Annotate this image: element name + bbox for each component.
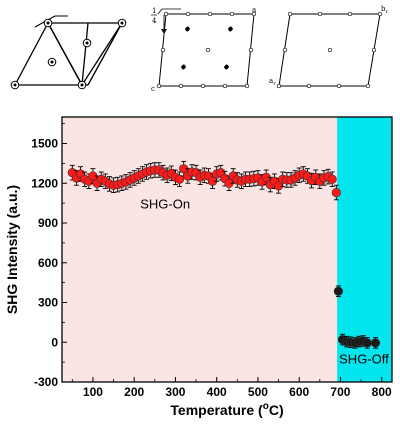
axis-label-a: a: [252, 6, 256, 14]
axis-label-c: c: [151, 85, 155, 93]
x-axis-ticks: 100 200 300 400 500 600 700 800: [71, 377, 392, 399]
x-tick-label: 200: [124, 385, 144, 399]
data-point: [331, 187, 341, 198]
annotation-shg-on: SHG-On: [140, 196, 190, 211]
data-point: [362, 338, 372, 348]
screw-axis-symbols: [181, 26, 233, 70]
y-axis-ticks: -300 0 300 600 900 1200 1500: [31, 123, 67, 389]
fraction-numerator: 1: [152, 7, 156, 15]
shg-intensity-chart: -300 0 300 600 900 1200 1500 100 200 300 400 500 60…: [4, 116, 393, 418]
region-shg-on: [62, 117, 338, 382]
x-axis-title: Temperature (oC): [170, 401, 283, 418]
plot-frame: [61, 116, 393, 383]
series-1: [333, 285, 381, 349]
x-tick-label: 600: [289, 385, 309, 399]
x-tick-label: 100: [83, 385, 103, 399]
fraction-denominator: 4: [152, 17, 157, 25]
series-0: [67, 160, 341, 201]
data-point: [327, 174, 337, 184]
annotation-shg-off: SHG-Off: [339, 351, 389, 366]
y-axis-title: SHG Intensity (a.u.): [4, 185, 20, 314]
y-tick-label: 900: [38, 216, 58, 230]
data-point: [174, 174, 185, 184]
axis-label-ar: ar: [269, 77, 276, 87]
y-tick-label: 1500: [31, 137, 58, 151]
x-tick-label: 700: [330, 385, 350, 399]
lattice-atom-markers: [10, 18, 127, 90]
y-tick-label: 600: [38, 256, 58, 270]
y-tick-label: 300: [38, 296, 58, 310]
x-tick-label: 300: [165, 385, 185, 399]
chart-marks: [67, 160, 381, 349]
data-point: [333, 286, 343, 296]
crystal-panel-c: br ar: [269, 5, 388, 89]
crystal-panel-b: 1 4 a c: [151, 6, 256, 93]
axis-label-br: br: [381, 5, 388, 15]
cell-c-atoms: [276, 11, 383, 89]
x-tick-label: 400: [207, 385, 227, 399]
chart-annotations: SHG-On SHG-Off: [140, 196, 389, 366]
x-tick-label: 800: [372, 385, 392, 399]
crystal-panel-a: [10, 15, 127, 90]
cell-b-atoms: [156, 11, 257, 89]
y-tick-label: 0: [51, 335, 58, 349]
data-point: [370, 338, 381, 348]
y-tick-label: -300: [34, 375, 58, 389]
y-tick-label: 1200: [31, 176, 58, 190]
chart-regions: [62, 117, 392, 382]
x-tick-label: 500: [248, 385, 268, 399]
